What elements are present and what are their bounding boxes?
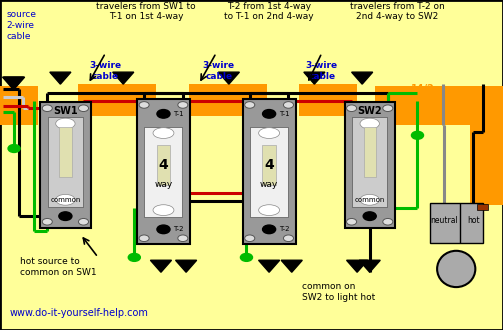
Circle shape [42,218,52,225]
Text: common on
SW2 to light hot: common on SW2 to light hot [302,282,375,302]
Bar [59,127,71,177]
Circle shape [347,218,357,225]
Circle shape [244,235,255,242]
Text: T-1: T-1 [279,111,290,117]
Bar [157,145,170,185]
Circle shape [178,235,188,242]
Circle shape [284,235,293,242]
Polygon shape [176,260,197,272]
Circle shape [240,253,253,261]
Bar [470,86,503,205]
Bar [364,127,376,177]
Circle shape [383,105,393,112]
Text: T-1: T-1 [174,111,184,117]
Polygon shape [113,72,134,84]
Circle shape [8,145,20,152]
Polygon shape [359,260,380,272]
Text: travelers from T-2 on
2nd 4-way to SW2: travelers from T-2 on 2nd 4-way to SW2 [350,2,445,21]
Circle shape [157,110,170,118]
Text: 3-wire
cable: 3-wire cable [90,61,122,81]
Ellipse shape [153,128,174,139]
Circle shape [411,131,424,139]
Circle shape [284,102,293,108]
Circle shape [157,225,170,234]
Circle shape [363,212,376,220]
Ellipse shape [259,205,280,215]
Polygon shape [3,77,24,89]
Polygon shape [281,260,302,272]
Text: T-2 from 1st 4-way
to T-1 on 2nd 4-way: T-2 from 1st 4-way to T-1 on 2nd 4-way [224,2,314,21]
Circle shape [178,102,188,108]
Ellipse shape [56,118,75,129]
Circle shape [78,105,89,112]
Text: way: way [260,180,278,189]
Bar [263,145,276,185]
Bar [430,203,483,243]
Text: common: common [50,197,80,203]
Text: source
2-wire
cable: source 2-wire cable [6,10,36,41]
Ellipse shape [437,251,475,287]
Text: travelers from SW1 to
T-1 on 1st 4-way: travelers from SW1 to T-1 on 1st 4-way [96,2,196,21]
Bar [345,102,395,228]
Circle shape [59,212,72,220]
Text: way: way [154,180,173,189]
Ellipse shape [360,118,379,129]
Polygon shape [352,72,373,84]
Circle shape [78,218,89,225]
Text: 4: 4 [264,158,274,172]
Circle shape [139,235,149,242]
Circle shape [347,105,357,112]
Bar [40,102,91,228]
Bar [189,84,267,116]
Text: neutral: neutral [431,216,458,225]
Circle shape [42,105,52,112]
Text: common: common [355,197,385,203]
Ellipse shape [360,194,379,205]
Text: www.do-it-yourself-help.com: www.do-it-yourself-help.com [10,309,149,318]
Ellipse shape [153,205,174,215]
Circle shape [383,218,393,225]
Bar [299,84,357,116]
Bar [48,116,83,207]
Text: SW2: SW2 [358,106,382,116]
Polygon shape [4,77,25,89]
Text: 3-wire
cable: 3-wire cable [203,61,235,81]
Circle shape [263,225,276,234]
Text: T-2: T-2 [174,226,184,232]
Text: hot source to
common on SW1: hot source to common on SW1 [20,257,97,277]
Circle shape [244,102,255,108]
Bar [78,84,156,116]
Polygon shape [150,260,172,272]
Bar [477,204,488,210]
Bar [0,86,38,125]
Text: hot: hot [467,216,480,225]
Ellipse shape [259,128,280,139]
Bar [144,127,183,216]
Text: T-2: T-2 [279,226,290,232]
Bar [352,116,387,207]
Text: SW1: SW1 [53,106,77,116]
Text: 14/2: 14/2 [410,84,435,94]
Bar [250,127,288,216]
Polygon shape [50,72,71,84]
Bar [375,86,503,125]
Text: 4: 4 [158,158,169,172]
Polygon shape [347,260,368,272]
Polygon shape [304,72,325,84]
Circle shape [263,110,276,118]
Text: 3-wire
cable: 3-wire cable [306,61,338,81]
Polygon shape [218,72,239,84]
Circle shape [139,102,149,108]
Polygon shape [259,260,280,272]
Ellipse shape [56,194,75,205]
Bar [242,99,295,244]
Circle shape [128,253,140,261]
Bar [137,99,190,244]
